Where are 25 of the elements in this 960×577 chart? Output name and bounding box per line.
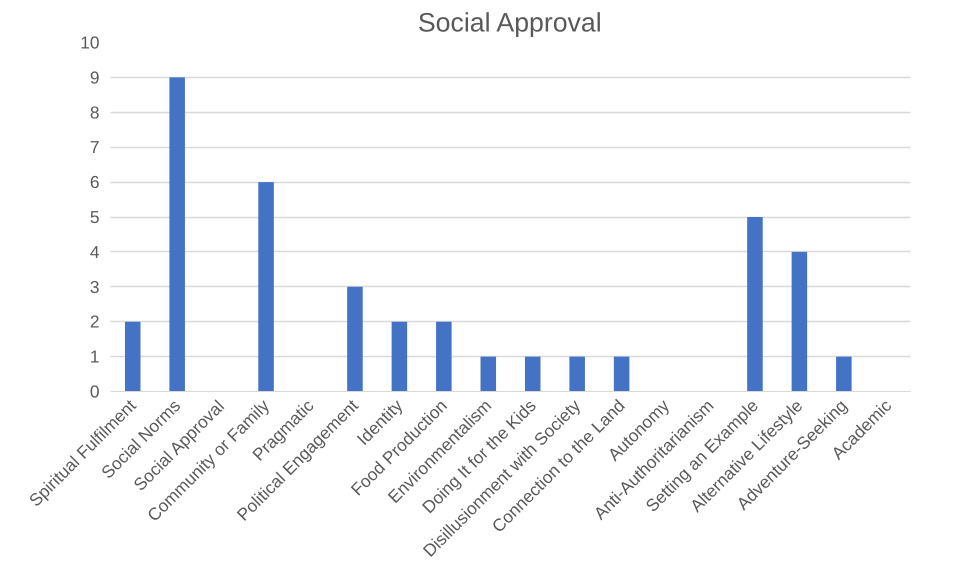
bar — [747, 217, 763, 392]
y-tick-label: 5 — [90, 207, 100, 227]
bar — [436, 322, 452, 392]
y-tick-label: 2 — [90, 312, 100, 332]
y-tick-label: 8 — [90, 102, 100, 122]
y-tick-label: 4 — [90, 242, 100, 262]
y-tick-label: 10 — [80, 32, 100, 52]
bar — [392, 322, 408, 392]
y-tick-label: 9 — [90, 67, 100, 88]
y-tick-label: 3 — [90, 276, 100, 297]
bar — [836, 356, 852, 392]
chart-title: Social Approval — [418, 8, 602, 38]
bar — [124, 322, 140, 392]
bar — [614, 356, 630, 392]
bar — [524, 356, 540, 392]
bar — [258, 182, 274, 392]
y-tick-label: 1 — [90, 346, 100, 367]
bar — [792, 252, 808, 392]
bar — [569, 356, 585, 392]
bar — [480, 356, 496, 392]
y-tick-label: 0 — [90, 382, 100, 402]
bar — [169, 77, 185, 392]
y-tick-label: 7 — [90, 137, 100, 158]
y-tick-label: 6 — [90, 172, 100, 192]
bar — [347, 286, 363, 392]
